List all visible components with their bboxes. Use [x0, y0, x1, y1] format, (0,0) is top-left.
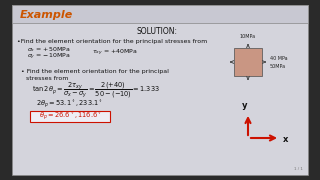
Text: •Find the element orientation for the principal stresses from: •Find the element orientation for the pr…	[17, 39, 207, 44]
Text: 50MPa: 50MPa	[270, 64, 286, 69]
Text: • Find the element orientation for the principal: • Find the element orientation for the p…	[21, 69, 169, 73]
Text: stresses from: stresses from	[26, 75, 68, 80]
Bar	[12, 5, 308, 23]
Text: y: y	[242, 101, 248, 110]
Text: $\tan 2\theta_p = \dfrac{2\tau_{xy}}{\sigma_x - \sigma_y} = \dfrac{2(+40)}{50-(-: $\tan 2\theta_p = \dfrac{2\tau_{xy}}{\si…	[32, 80, 160, 100]
Bar	[234, 48, 262, 76]
Text: SOLUTION:: SOLUTION:	[136, 28, 177, 37]
Bar	[30, 111, 110, 122]
Text: x: x	[283, 136, 288, 145]
Text: 40 MPa: 40 MPa	[270, 55, 288, 60]
Text: 10MPa: 10MPa	[240, 34, 256, 39]
Text: $\sigma_x$ = +50MPa: $\sigma_x$ = +50MPa	[27, 46, 70, 54]
Text: $\sigma_y$ = $-$10MPa: $\sigma_y$ = $-$10MPa	[27, 52, 70, 62]
Text: $\theta_p = 26.6^\circ, 116.6^\circ$: $\theta_p = 26.6^\circ, 116.6^\circ$	[39, 111, 101, 123]
Text: Example: Example	[20, 10, 73, 20]
Text: 1 / 1: 1 / 1	[294, 167, 303, 171]
Text: $2\theta_p = 53.1^\circ, 233.1^\circ$: $2\theta_p = 53.1^\circ, 233.1^\circ$	[36, 99, 103, 111]
Text: $\tau_{xy}$ = +40MPa: $\tau_{xy}$ = +40MPa	[92, 48, 138, 58]
